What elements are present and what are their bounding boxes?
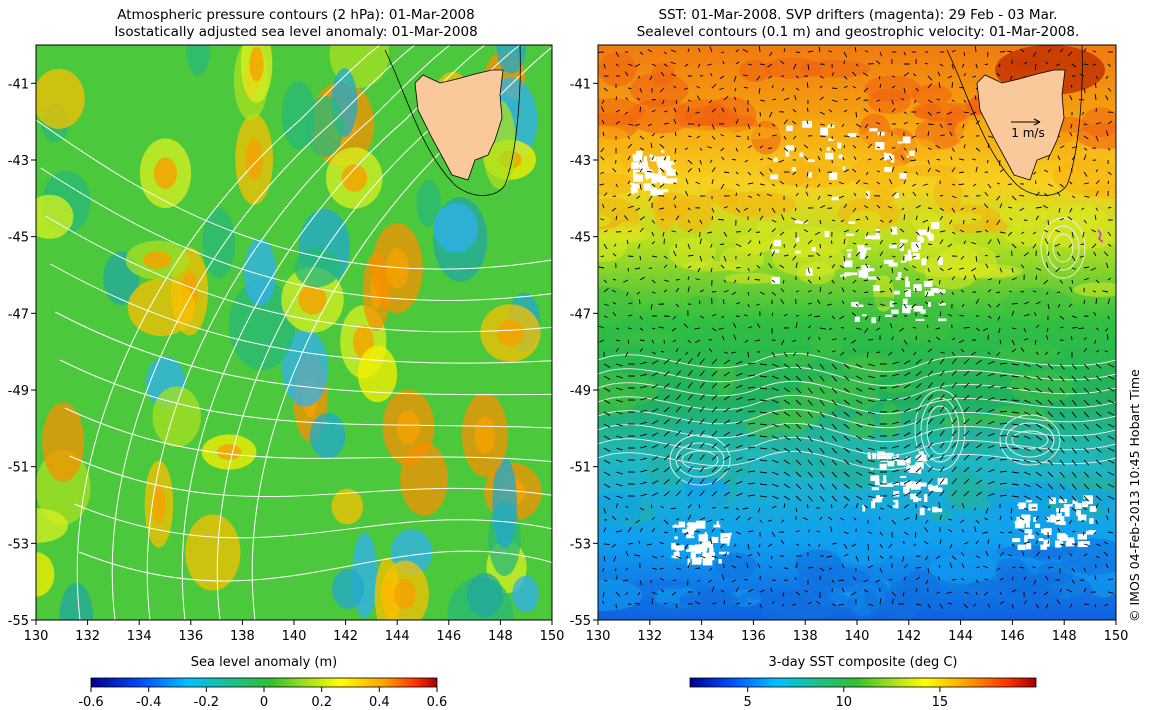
- x-tick-label: 136: [741, 629, 766, 644]
- y-tick-label: -47: [8, 307, 29, 322]
- x-tick-label: 134: [127, 629, 152, 644]
- y-tick-label: -55: [8, 614, 29, 629]
- y-tick-label: -49: [8, 384, 29, 399]
- colorbar-tick-label: -0.6: [78, 695, 103, 710]
- right-tasmania-land: [946, 45, 1083, 196]
- y-tick-label: -41: [8, 77, 29, 92]
- y-tick-label: -43: [8, 154, 29, 169]
- sla-field: [36, 45, 552, 620]
- y-tick-label: -55: [570, 614, 591, 629]
- sst-colorbar-label: 3-day SST composite (deg C): [768, 655, 958, 670]
- colorbar-tick-label: 5: [744, 695, 752, 710]
- x-tick-label: 142: [896, 629, 921, 644]
- colorbar-tick-label: 0.2: [311, 695, 332, 710]
- x-tick-label: 130: [24, 629, 49, 644]
- velocity-scale-label: 1 m/s: [1011, 126, 1044, 140]
- right-panel-title: SST: 01-Mar-2008. SVP drifters (magenta)…: [598, 7, 1118, 41]
- colorbar-tick-label: 15: [932, 695, 949, 710]
- x-tick-label: 136: [178, 629, 203, 644]
- copyright-credit: © IMOS 04-Feb-2013 10:45 Hobart Time: [1127, 369, 1142, 622]
- sst-field: 1 m/s: [598, 45, 1116, 620]
- y-tick-label: -53: [570, 537, 591, 552]
- x-tick-label: 146: [436, 629, 461, 644]
- sla-colorbar: -0.6 -0.4 -0.2 0 0.2 0.4 0.6: [78, 677, 447, 710]
- colorbar-tick-label: 10: [836, 695, 853, 710]
- x-tick-label: 134: [689, 629, 714, 644]
- right-map: 1 m/s 130 132 134 136 138 140 142 144 146 148 150 -…: [570, 44, 1129, 644]
- x-tick-label: 142: [333, 629, 358, 644]
- right-title-line1: SST: 01-Mar-2008. SVP drifters (magenta)…: [658, 7, 1058, 23]
- sla-colorbar-label: Sea level anomaly (m): [190, 655, 338, 670]
- sst-colorbar: 5 10 15: [689, 677, 1037, 710]
- velocity-scale-arrow: 1 m/s: [1011, 118, 1045, 140]
- y-tick-label: -49: [570, 384, 591, 399]
- x-tick-label: 132: [75, 629, 100, 644]
- sla-anomaly-blobs: [36, 45, 542, 620]
- left-map-axes: 130 132 134 136 138 140 142 144 146 148 150 -41 -43 -…: [8, 77, 565, 644]
- x-tick-label: 150: [1104, 629, 1129, 644]
- y-tick-label: -51: [570, 461, 591, 476]
- x-tick-label: 144: [948, 629, 973, 644]
- right-title-line2: Sealevel contours (0.1 m) and geostrophi…: [636, 24, 1080, 40]
- left-panel-title: Atmospheric pressure contours (2 hPa): 0…: [36, 7, 556, 41]
- geostrophic-velocity-arrows: [598, 46, 1115, 609]
- y-tick-label: -53: [8, 537, 29, 552]
- colorbar-tick-label: -0.2: [194, 695, 219, 710]
- x-tick-label: 146: [1000, 629, 1025, 644]
- colorbar-tick-label: 0.6: [427, 695, 448, 710]
- sst-colorbar-ticks: 5 10 15: [744, 687, 949, 710]
- colorbar-tick-label: 0.4: [369, 695, 390, 710]
- y-tick-label: -45: [8, 231, 29, 246]
- y-tick-label: -41: [570, 77, 591, 92]
- y-tick-label: -45: [570, 231, 591, 246]
- y-tick-label: -47: [570, 307, 591, 322]
- x-tick-label: 138: [793, 629, 818, 644]
- x-tick-label: 130: [586, 629, 611, 644]
- cloud-mask: [630, 120, 1097, 566]
- sla-colorbar-ticks: -0.6 -0.4 -0.2 0 0.2 0.4 0.6: [78, 687, 447, 710]
- y-tick-label: -51: [8, 461, 29, 476]
- y-tick-label: -43: [570, 154, 591, 169]
- x-tick-label: 140: [845, 629, 870, 644]
- x-tick-label: 148: [1052, 629, 1077, 644]
- left-title-line1: Atmospheric pressure contours (2 hPa): 0…: [117, 7, 475, 23]
- x-tick-label: 148: [488, 629, 513, 644]
- left-title-line2: Isostatically adjusted sea level anomaly…: [114, 24, 478, 40]
- x-tick-label: 150: [540, 629, 565, 644]
- right-map-axes: 130 132 134 136 138 140 142 144 146 148 150 -41 -43 -…: [570, 77, 1129, 644]
- x-tick-label: 140: [282, 629, 307, 644]
- x-tick-label: 132: [637, 629, 662, 644]
- colorbar-tick-label: 0: [260, 695, 268, 710]
- colorbar-tick-label: -0.4: [136, 695, 161, 710]
- x-tick-label: 138: [230, 629, 255, 644]
- left-tasmania-land: [384, 45, 521, 196]
- left-map: 130 132 134 136 138 140 142 144 146 148 150 -41 -43 -…: [8, 44, 565, 644]
- svp-drifter-track: [1097, 229, 1104, 243]
- x-tick-label: 144: [385, 629, 410, 644]
